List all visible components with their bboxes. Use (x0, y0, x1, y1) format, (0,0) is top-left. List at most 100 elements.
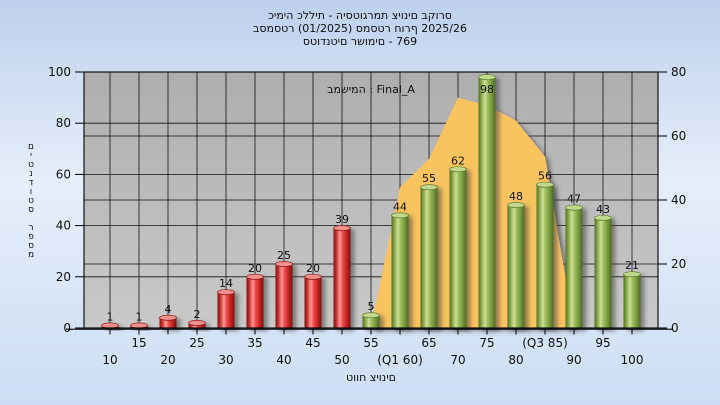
bar-10 (101, 322, 119, 329)
x-tick-label: 50 (334, 353, 349, 367)
bar-value-label: 14 (219, 277, 233, 290)
bar-65 (420, 184, 438, 328)
bar-body (159, 317, 177, 328)
x-tick-label: 40 (276, 353, 291, 367)
bar-cap (449, 166, 467, 173)
y-right-tick-label: 60 (671, 129, 686, 143)
y-left-tick-label: 80 (56, 116, 71, 130)
bar-value-label: 2 (194, 308, 201, 321)
bar-body (362, 315, 380, 328)
bar-cap (246, 273, 264, 280)
x-tick-label: (Q3 85) (522, 336, 568, 350)
x-tick-label: 65 (421, 336, 436, 350)
bar-45 (304, 273, 322, 328)
x-tick-label: 45 (305, 336, 320, 350)
bar-value-label: 43 (596, 203, 610, 216)
bar-value-label: 1 (136, 310, 143, 323)
bar-body (449, 169, 467, 328)
bar-cap (333, 225, 351, 232)
bar-cap (275, 261, 293, 267)
bar-body (565, 207, 583, 328)
x-tick-label: 100 (621, 353, 644, 367)
bar-body (246, 276, 264, 328)
chart-title-line-3: סטודנטים רשומים - 769 (302, 35, 418, 48)
bar-body (217, 292, 235, 328)
x-tick-label: 30 (218, 353, 233, 367)
bar-value-label: 4 (165, 303, 172, 316)
chart-title: כימיה כללית - היסטוגרמת ציונים בקורס בסמ… (0, 9, 720, 48)
x-axis-title: טווח ציונים (346, 371, 396, 384)
bar-40 (275, 261, 293, 328)
y-right-tick-label: 80 (671, 65, 686, 79)
bar-value-label: 62 (451, 154, 465, 167)
bar-100 (623, 271, 641, 328)
x-tick-label: 35 (247, 336, 262, 350)
bar-value-label: 20 (306, 262, 320, 275)
bar-75 (478, 74, 496, 329)
y-left-tick-label: 0 (63, 321, 71, 335)
x-tick-label: 95 (595, 336, 610, 350)
bar-cap (304, 273, 322, 280)
x-tick-label: (Q1 60) (377, 353, 423, 367)
bar-value-label: 98 (480, 83, 494, 96)
bar-25 (188, 319, 206, 328)
bar-85 (536, 181, 554, 328)
bar-value-label: 39 (335, 213, 349, 226)
bar-value-label: 25 (277, 249, 291, 262)
x-tick-label: 90 (566, 353, 581, 367)
bar-value-label: 48 (509, 190, 523, 203)
x-tick-label: 10 (102, 353, 117, 367)
bar-35 (246, 273, 264, 328)
bar-30 (217, 289, 235, 328)
bar-body (507, 205, 525, 328)
y-axis-title: מספר סטודנטים (26, 141, 36, 259)
bar-95 (594, 214, 612, 328)
bar-cap (507, 202, 525, 209)
x-tick-label: 15 (131, 336, 146, 350)
bar-20 (159, 314, 177, 328)
bar-cap (594, 214, 612, 221)
y-right-axis: 0 20 40 60 80 (658, 65, 686, 335)
bar-cap (565, 204, 583, 211)
bar-cap (623, 271, 641, 278)
bar-body (391, 215, 409, 328)
bar-body (478, 77, 496, 329)
bar-cap (101, 322, 119, 329)
chart-title-line-1: כימיה כללית - היסטוגרמת ציונים בקורס (268, 9, 452, 22)
bar-cap (536, 181, 554, 188)
bar-cap (478, 74, 496, 81)
legend-label: במשימה : Final_A (327, 83, 415, 96)
chart-title-line-2: בסמסטר (01/2025) סמסטר חורף 2025/26 (253, 22, 467, 35)
bar-cap (217, 289, 235, 296)
bar-body (420, 187, 438, 328)
bar-50 (333, 225, 351, 328)
x-tick-label: 70 (450, 353, 465, 367)
bar-body (333, 228, 351, 328)
bar-cap (159, 314, 177, 321)
y-left-tick-label: 20 (56, 270, 71, 284)
y-right-tick-label: 40 (671, 193, 686, 207)
x-tick-label: 75 (479, 336, 494, 350)
bar-body (536, 184, 554, 328)
bar-80 (507, 202, 525, 328)
bar-90 (565, 204, 583, 328)
y-left-axis: 0 20 40 60 80 100 (48, 65, 84, 335)
bar-body (623, 274, 641, 328)
bar-cap (130, 322, 148, 329)
bar-body (275, 264, 293, 328)
bar-body (594, 217, 612, 328)
bar-value-label: 55 (422, 172, 436, 185)
y-left-tick-label: 100 (48, 65, 71, 79)
bar-15 (130, 322, 148, 329)
bar-value-label: 1 (107, 310, 114, 323)
bar-cap (391, 212, 409, 219)
bar-cap (420, 184, 438, 191)
bar-cap (188, 319, 206, 326)
x-tick-label: 80 (508, 353, 523, 367)
bar-60 (391, 212, 409, 328)
y-right-tick-label: 0 (671, 321, 679, 335)
bar-value-label: 56 (538, 170, 552, 183)
